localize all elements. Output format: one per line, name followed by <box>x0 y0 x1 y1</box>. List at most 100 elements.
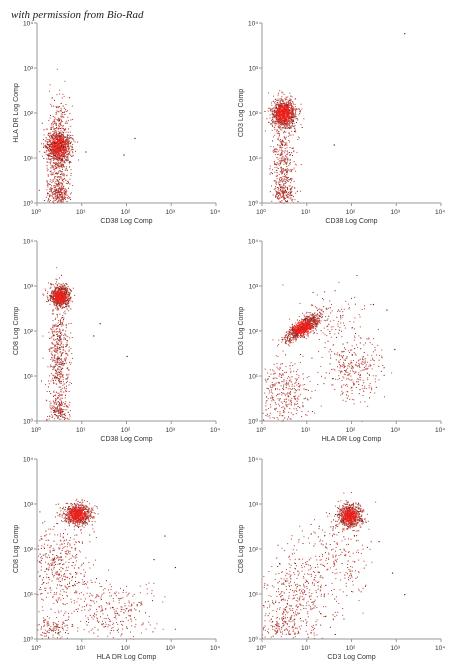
data-point <box>61 299 63 301</box>
data-point <box>280 100 282 102</box>
data-point <box>266 118 268 120</box>
data-point <box>59 135 61 137</box>
data-point <box>67 146 69 148</box>
data-point <box>318 308 320 310</box>
data-point <box>57 348 59 350</box>
data-point <box>274 123 276 125</box>
data-point <box>279 110 281 112</box>
data-point <box>57 367 59 369</box>
data-point <box>54 351 56 352</box>
data-point <box>40 143 42 145</box>
data-point <box>45 140 47 142</box>
data-point <box>58 123 60 125</box>
data-point <box>292 110 294 112</box>
data-point <box>58 179 60 181</box>
data-point <box>49 303 51 305</box>
data-point <box>64 130 66 131</box>
data-point <box>67 299 69 301</box>
data-point <box>291 108 293 110</box>
data-point <box>72 151 73 153</box>
data-point <box>57 195 59 197</box>
data-point <box>286 201 288 203</box>
data-point <box>63 414 65 416</box>
data-point <box>55 181 57 183</box>
data-point <box>47 291 49 293</box>
data-point <box>295 324 297 326</box>
data-point <box>59 373 61 375</box>
data-point <box>271 129 273 131</box>
data-point <box>281 96 283 98</box>
data-point <box>281 146 283 148</box>
data-point <box>283 122 285 124</box>
data-point <box>57 293 59 295</box>
data-point <box>66 137 68 139</box>
data-point <box>65 305 67 307</box>
data-point <box>286 105 288 107</box>
data-point <box>279 125 281 127</box>
data-point <box>53 165 55 167</box>
data-point <box>286 168 288 170</box>
data-point <box>68 369 70 371</box>
data-point <box>51 139 53 141</box>
data-point <box>59 301 61 303</box>
data-point <box>61 301 63 303</box>
data-point <box>52 142 54 144</box>
data-point <box>64 418 66 420</box>
data-point <box>62 288 64 290</box>
data-point <box>283 94 285 96</box>
data-point <box>52 302 54 304</box>
data-point <box>70 199 72 201</box>
data-point <box>274 129 276 131</box>
data-point <box>290 178 292 180</box>
data-point <box>64 157 66 159</box>
data-point <box>52 157 54 159</box>
data-point <box>276 149 278 151</box>
data-point <box>59 286 61 288</box>
data-point <box>55 409 57 411</box>
data-point <box>67 291 69 293</box>
data-point <box>288 109 290 111</box>
data-point <box>65 362 67 364</box>
data-point <box>67 375 69 377</box>
data-point <box>56 294 58 296</box>
data-point <box>57 147 59 149</box>
data-point <box>54 325 56 327</box>
data-point <box>65 191 67 193</box>
data-point <box>50 347 52 349</box>
data-point <box>279 103 281 105</box>
data-point <box>59 398 61 400</box>
data-point <box>51 124 53 126</box>
data-point <box>58 120 60 122</box>
data-point <box>68 391 70 393</box>
data-point <box>61 184 63 186</box>
data-point <box>63 175 65 177</box>
data-point <box>55 292 57 294</box>
data-point <box>284 155 286 157</box>
data-point <box>53 339 55 341</box>
data-point <box>57 308 59 310</box>
data-point <box>284 107 286 109</box>
data-point <box>283 338 285 340</box>
data-point <box>57 372 59 374</box>
data-point <box>58 300 60 302</box>
data-point <box>61 153 63 155</box>
data-point <box>301 108 303 110</box>
data-point <box>313 316 315 318</box>
data-point <box>61 293 63 295</box>
data-point <box>51 174 53 176</box>
data-point <box>57 353 59 355</box>
data-point <box>54 402 56 403</box>
data-point <box>59 337 61 339</box>
data-point <box>60 397 62 399</box>
data-point <box>72 149 74 151</box>
y-tick-label: 10³ <box>24 284 34 291</box>
data-point <box>58 294 60 296</box>
data-point <box>65 406 67 408</box>
data-point <box>60 191 62 193</box>
data-point <box>278 134 280 136</box>
data-point <box>282 171 284 173</box>
data-point <box>299 332 301 334</box>
data-point <box>294 199 296 201</box>
data-point <box>54 142 56 144</box>
data-point <box>54 193 56 195</box>
